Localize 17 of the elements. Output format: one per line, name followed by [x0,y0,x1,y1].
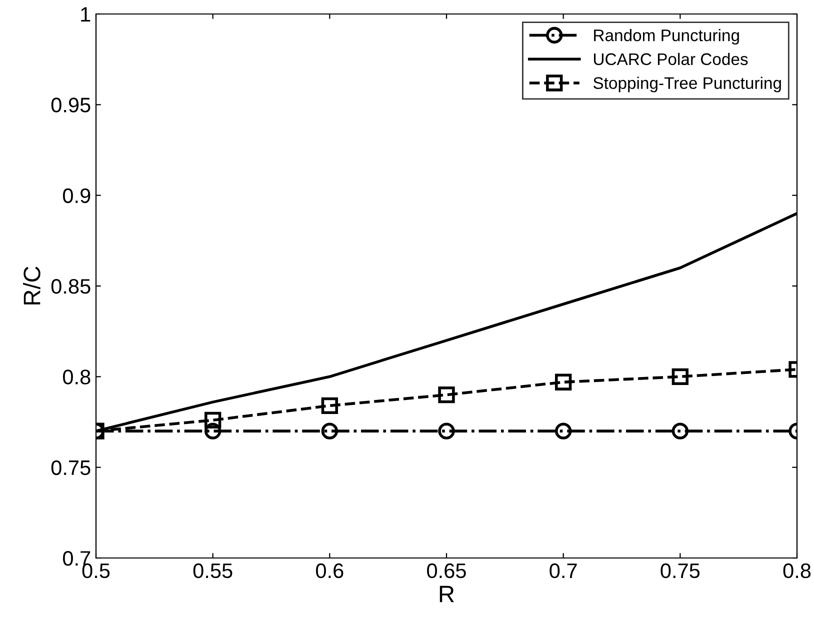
x-tick-label: 0.75 [660,563,700,578]
y-tick-label: 0.85 [51,279,90,294]
x-tick-label: 0.6 [316,563,344,578]
legend-label: Stopping-Tree Puncturing [593,76,781,92]
y-tick-label: 0.95 [51,98,90,112]
legend-label: Random Puncturing [594,29,739,45]
y-tick-label: 0.9 [62,188,90,204]
y-axis-title: R/C [23,266,40,304]
x-axis-title: R [440,586,454,602]
x-tick-label: 0.7 [550,563,577,578]
x-tick-label: 0.55 [193,563,232,578]
y-tick-label: 0.75 [51,460,90,476]
legend-label: UCARC Polar Codes [594,52,748,66]
x-tick-label: 0.8 [783,563,811,578]
y-tick-label: 0.8 [62,370,90,384]
x-tick-label: 0.65 [427,563,466,578]
y-tick-label: 1 [81,7,90,22]
